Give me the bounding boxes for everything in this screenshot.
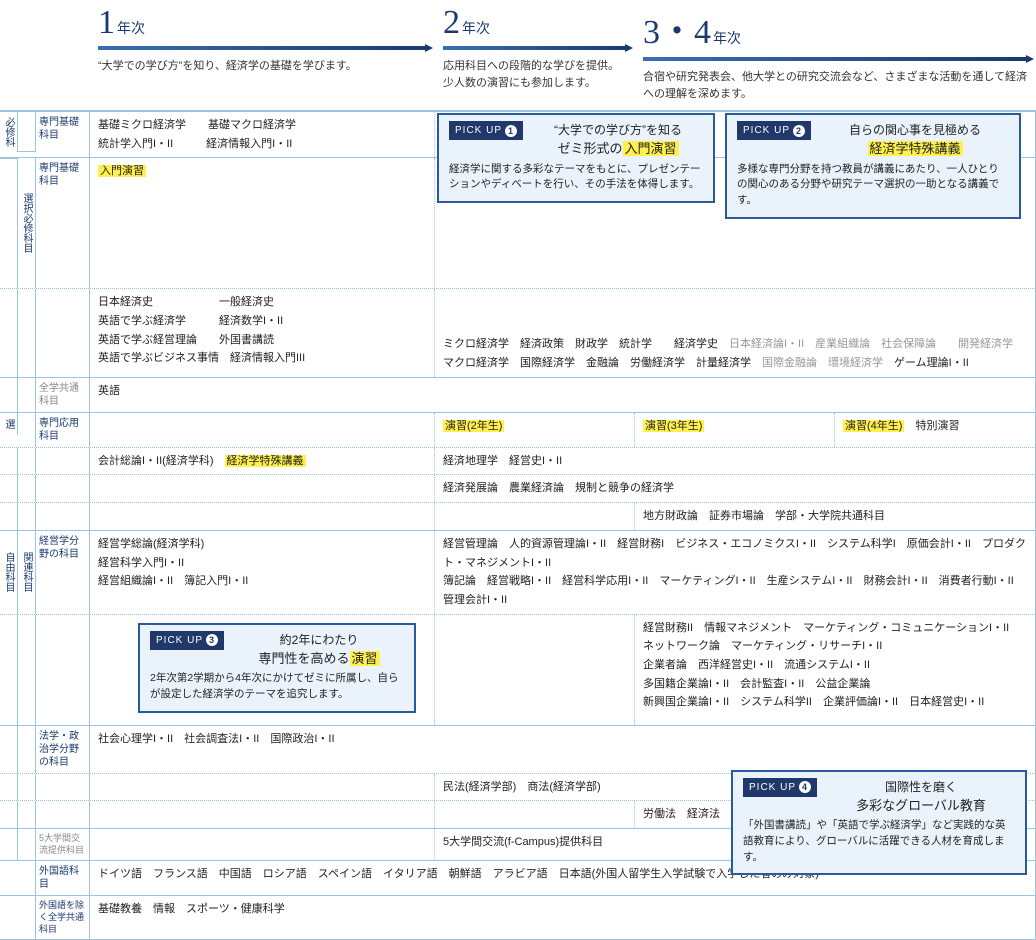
cell-highlight: 入門演習 xyxy=(98,165,146,177)
row-english: 全学共通科目 英語 xyxy=(0,377,1035,412)
row-courses: 日本経済史 一般経済史 英語で学ぶ経済学 経済数学I・II 英語で学ぶ経営理論 … xyxy=(0,288,1035,376)
vcat-elective-req: 選択必修科目 xyxy=(18,158,36,288)
vcat-elective: 選択科目 xyxy=(0,413,18,435)
pickup-3: PICK UP 3 約2年にわたり専門性を高める演習 2年次第2学期から4年次に… xyxy=(138,623,416,713)
year-header: 1年次 “大学での学び方”を知り、経済学の基礎を学びます。 2年次 応用科目への… xyxy=(0,0,1036,110)
pickup-tag: PICK UP 1 xyxy=(449,121,523,140)
vcat-required: 必修科目 xyxy=(0,112,18,152)
year-34: 3・4年次 合宿や研究発表会、他大学との研究交流会など、さまざまな活動を通して経… xyxy=(635,0,1036,110)
vcat-free: 自由科目 xyxy=(0,531,18,614)
cell: 基礎ミクロ経済学 基礎マクロ経済学 統計学入門I・II 経済情報入門I・II xyxy=(90,112,435,157)
pickup-1: PICK UP 1 “大学での学び方”を知るゼミ形式の入門演習 経済学に関する多… xyxy=(437,113,715,203)
pickup-2: PICK UP 2 自らの関心事を見極める経済学特殊講義 多様な専門分野を持つ教… xyxy=(725,113,1021,219)
curriculum-grid: PICK UP 1 “大学での学び方”を知るゼミ形式の入門演習 経済学に関する多… xyxy=(0,110,1036,940)
label-basic: 専門基礎科目 xyxy=(36,112,90,157)
row-free: 自由科目 関連科目 経営学分野の科目 経営学総論(経済学科) 経営科学入門I・I… xyxy=(0,530,1035,614)
row-elective: 選択科目 専門応用科目 演習(2年生) 演習(3年生) 演習(4年生) 特別演習 xyxy=(0,412,1035,447)
year-1: 1年次 “大学での学び方”を知り、経済学の基礎を学びます。 xyxy=(90,0,435,110)
year-2: 2年次 応用科目への段階的な学びを提供。少人数の演習にも参加します。 xyxy=(435,0,635,110)
pickup-4: PICK UP 4 国際性を磨く多彩なグローバル教育 「外国書講読」や「英語で学… xyxy=(731,770,1027,876)
